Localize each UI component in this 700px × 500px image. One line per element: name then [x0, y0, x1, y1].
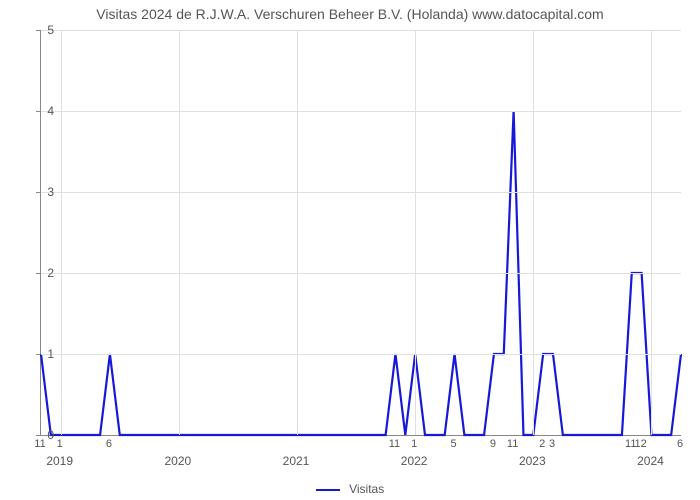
- gridline-h: [41, 30, 681, 31]
- x-minor-label: 11: [389, 438, 400, 450]
- gridline-v: [651, 30, 652, 435]
- x-minor-label: 9: [490, 438, 496, 450]
- x-minor-label: 3: [549, 438, 555, 450]
- y-tick-mark: [36, 273, 40, 274]
- gridline-h: [41, 354, 681, 355]
- y-tick-mark: [36, 354, 40, 355]
- gridline-v: [415, 30, 416, 435]
- x-minor-label: 12: [634, 438, 646, 450]
- x-year-label: 2021: [283, 454, 310, 468]
- y-tick-mark: [36, 30, 40, 31]
- chart-title: Visitas 2024 de R.J.W.A. Verschuren Behe…: [0, 6, 700, 22]
- legend: Visitas: [0, 482, 700, 496]
- legend-label: Visitas: [349, 482, 384, 496]
- x-year-label: 2019: [46, 454, 73, 468]
- x-year-label: 2022: [401, 454, 428, 468]
- x-minor-label: 11: [34, 438, 45, 450]
- y-tick-mark: [36, 111, 40, 112]
- x-minor-label: 6: [106, 438, 112, 450]
- gridline-v: [533, 30, 534, 435]
- x-year-label: 2023: [519, 454, 546, 468]
- gridline-v: [297, 30, 298, 435]
- x-minor-label: 6: [677, 438, 683, 450]
- x-minor-label: 1: [57, 438, 63, 450]
- chart-container: Visitas 2024 de R.J.W.A. Verschuren Behe…: [0, 0, 700, 500]
- x-minor-label: 2: [539, 438, 545, 450]
- y-tick-mark: [36, 435, 40, 436]
- x-minor-label: 5: [450, 438, 456, 450]
- gridline-v: [179, 30, 180, 435]
- y-tick-mark: [36, 192, 40, 193]
- x-minor-label: 11: [507, 438, 518, 450]
- gridline-h: [41, 111, 681, 112]
- gridline-v: [61, 30, 62, 435]
- gridline-h: [41, 192, 681, 193]
- x-year-label: 2024: [637, 454, 664, 468]
- gridline-h: [41, 273, 681, 274]
- x-year-label: 2020: [164, 454, 191, 468]
- line-series: [41, 30, 681, 435]
- x-minor-label: 1: [411, 438, 417, 450]
- legend-swatch: [316, 489, 340, 491]
- plot-area: [40, 30, 681, 436]
